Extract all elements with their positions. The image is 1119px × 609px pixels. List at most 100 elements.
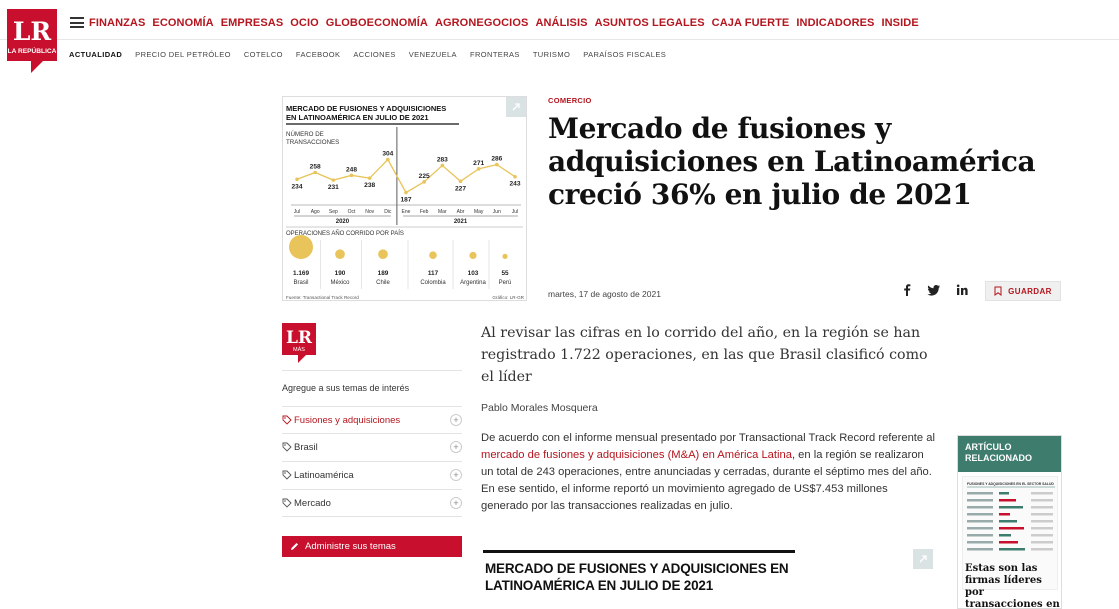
data-label: 225	[419, 173, 430, 180]
year-label: 2020	[336, 219, 350, 225]
related-image-cell	[1031, 541, 1053, 544]
chart-ylabel-line2: TRANSACCIONES	[286, 139, 339, 146]
sidebar-divider	[282, 370, 462, 371]
related-image-bar	[999, 506, 1023, 509]
nav-item-análisis[interactable]: ANÁLISIS	[535, 17, 588, 29]
data-point	[513, 174, 517, 179]
topic-divider	[282, 516, 462, 517]
country-name: Argentina	[460, 280, 486, 286]
infographic-thumbnail[interactable]: MERCADO DE FUSIONES Y ADQUISICIONES EN L…	[282, 96, 527, 301]
nav-item-globoeconomía[interactable]: GLOBOECONOMÍA	[325, 17, 428, 29]
related-article-card[interactable]: ARTÍCULO RELACIONADO FUSIONES Y ADQUISIC…	[957, 435, 1062, 609]
menu-icon[interactable]	[70, 17, 84, 28]
related-image-cell	[1031, 534, 1053, 537]
related-article-heading: ARTÍCULO RELACIONADO	[958, 436, 1061, 472]
nav-item-indicadores[interactable]: INDICADORES	[796, 17, 875, 29]
subnav-item-fronteras[interactable]: FRONTERAS	[469, 50, 520, 59]
topic-item[interactable]: Fusiones y adquisiciones +	[282, 407, 462, 433]
topic-divider	[282, 489, 462, 490]
data-point	[349, 173, 354, 178]
related-image-cell	[1031, 527, 1053, 530]
related-article-title[interactable]: Estas son las firmas líderes por transac…	[965, 563, 1060, 609]
lr-mas-logo-subtext: MÁS	[293, 346, 305, 353]
tag-icon	[282, 442, 292, 452]
nav-item-agronegocios[interactable]: AGRONEGOCIOS	[434, 17, 529, 29]
related-article-image[interactable]: FUSIONES Y ADQUISICIONES EN EL SECTOR SA…	[962, 476, 1058, 590]
related-image-row	[967, 548, 993, 551]
related-image-cell	[1031, 506, 1053, 509]
subnav-item-venezuela[interactable]: VENEZUELA	[408, 50, 457, 59]
country-value: 55	[501, 270, 509, 277]
subnav-item-cotelco[interactable]: COTELCO	[243, 50, 283, 59]
add-topic-button[interactable]: +	[450, 497, 462, 509]
linkedin-icon[interactable]	[955, 283, 969, 297]
related-image-cell	[1031, 520, 1053, 523]
data-label: 286	[491, 156, 502, 163]
topic-divider	[282, 406, 462, 407]
x-tick-label: Abr	[457, 209, 465, 215]
lr-mas-logo[interactable]: LR MÁS	[282, 323, 316, 363]
manage-topics-button[interactable]: Administre sus temas	[282, 536, 462, 557]
facebook-icon[interactable]	[900, 283, 914, 297]
save-button[interactable]: GUARDAR	[985, 281, 1061, 301]
add-topic-button[interactable]: +	[450, 469, 462, 481]
topic-item[interactable]: Brasil +	[282, 434, 462, 460]
related-image-bar	[999, 520, 1017, 523]
country-name: Colombia	[420, 280, 446, 286]
nav-item-empresas[interactable]: EMPRESAS	[220, 17, 284, 29]
data-point	[386, 157, 390, 162]
data-point	[476, 167, 481, 171]
topic-label: Brasil	[294, 441, 318, 453]
data-point	[404, 190, 408, 195]
data-point	[458, 179, 463, 184]
nav-item-caja-fuerte[interactable]: CAJA FUERTE	[711, 17, 790, 29]
expand-image-button[interactable]	[506, 97, 526, 117]
article-author[interactable]: Pablo Morales Mosquera	[481, 402, 598, 414]
expand-chart-button[interactable]	[913, 549, 933, 569]
pencil-icon	[291, 543, 298, 550]
related-heading-line1: ARTÍCULO	[965, 442, 1012, 452]
twitter-icon[interactable]	[927, 283, 941, 297]
add-topic-button[interactable]: +	[450, 414, 462, 426]
topic-label: Fusiones y adquisiciones	[294, 414, 401, 426]
subnav-item-paraísos-fiscales[interactable]: PARAÍSOS FISCALES	[583, 50, 667, 59]
x-tick-label: Jul	[294, 209, 300, 215]
subnav-item-turismo[interactable]: TURISMO	[532, 50, 571, 59]
data-label: 248	[346, 166, 357, 173]
topic-label: Latinoamérica	[294, 469, 354, 481]
nav-item-economía[interactable]: ECONOMÍA	[152, 17, 214, 29]
country-value: 103	[468, 270, 479, 277]
nav-item-finanzas[interactable]: FINANZAS	[89, 17, 146, 29]
data-label: 283	[437, 156, 448, 163]
tag-icon	[282, 415, 292, 425]
related-image-bar	[999, 492, 1009, 495]
nav-item-asuntos-legales[interactable]: ASUNTOS LEGALES	[594, 17, 705, 29]
related-image-row	[967, 541, 993, 544]
chart-title-line1: MERCADO DE FUSIONES Y ADQUISICIONES	[286, 104, 446, 113]
subnav-item-precio-del-petróleo[interactable]: PRECIO DEL PETRÓLEO	[135, 50, 231, 59]
topic-label: Mercado	[294, 497, 331, 509]
topic-item[interactable]: Latinoamérica +	[282, 462, 462, 488]
data-label: 231	[328, 184, 339, 191]
main-nav: FINANZAS ECONOMÍA EMPRESAS OCIO GLOBOECONOMÍ…	[89, 17, 926, 29]
country-bubble	[289, 235, 313, 259]
related-image-row	[967, 492, 993, 495]
larepublica-logo[interactable]: LR LA REPÚBLICA	[7, 9, 57, 73]
add-topic-button[interactable]: +	[450, 441, 462, 453]
topic-item[interactable]: Mercado +	[282, 490, 462, 516]
year-label: 2021	[454, 219, 468, 225]
body-link[interactable]: mercado de fusiones y adquisiciones (M&A…	[481, 449, 792, 461]
data-point	[313, 170, 317, 175]
x-tick-label: Dic	[384, 209, 392, 215]
subnav-item-actualidad[interactable]: ACTUALIDAD	[69, 50, 123, 59]
country-bubble	[378, 249, 388, 259]
subnav-item-facebook[interactable]: FACEBOOK	[295, 50, 341, 59]
subnav-item-acciones[interactable]: ACCIONES	[353, 50, 396, 59]
logo-text: LR	[13, 17, 52, 46]
section-tag[interactable]: COMERCIO	[548, 96, 592, 105]
x-tick-label: Feb	[420, 209, 429, 215]
tag-icon	[282, 470, 292, 480]
nav-item-inside[interactable]: INSIDE	[881, 17, 919, 29]
chart-title-line2: EN LATINOAMÉRICA EN JULIO DE 2021	[286, 113, 429, 122]
nav-item-ocio[interactable]: OCIO	[290, 17, 319, 29]
